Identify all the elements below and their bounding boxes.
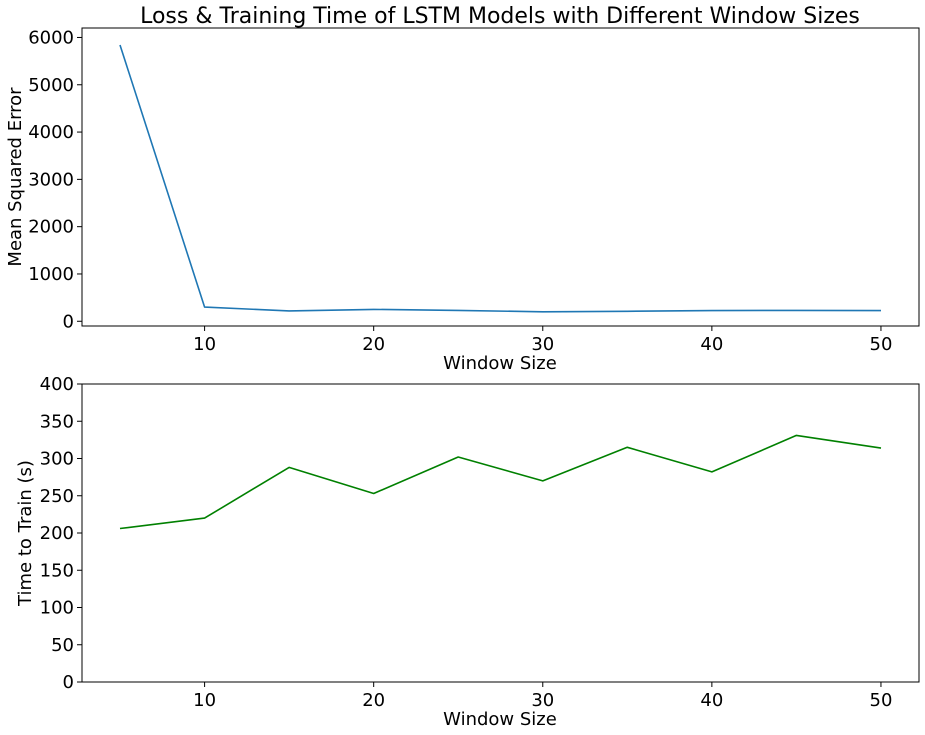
time-series-line	[119, 434, 882, 530]
mse-y-tick-label: 1000	[28, 264, 74, 285]
time-y-axis: 0 50 100 150 200 250 300 350 400	[40, 374, 82, 693]
training-time-subplot: 10 20 30 40 50 0 50 100 150 200 250 300 350 400 Wind…	[15, 374, 920, 730]
mse-y-tick-label: 2000	[28, 217, 74, 238]
mse-y-axis-label: Mean Squared Error	[5, 87, 26, 267]
mse-subplot: 10 20 30 40 50 0 1000 2000 3000 4000 5000 6000 Win…	[5, 27, 920, 374]
mse-x-axis-label: Window Size	[443, 353, 557, 374]
mse-x-axis: 10 20 30 40 50	[193, 326, 892, 355]
mse-x-tick-label: 10	[193, 334, 216, 355]
time-y-tick-label: 250	[40, 486, 74, 507]
figure-title: Loss & Training Time of LSTM Models with…	[140, 4, 860, 29]
mse-y-tick-label: 3000	[28, 169, 74, 190]
time-x-tick-label: 30	[531, 690, 554, 711]
time-plot-area	[119, 434, 882, 530]
mse-plot-frame	[81, 27, 920, 327]
mse-y-axis: 0 1000 2000 3000 4000 5000 6000	[28, 27, 82, 332]
time-x-tick-label: 50	[870, 690, 893, 711]
mse-plot-area	[119, 44, 882, 313]
time-y-tick-label: 200	[40, 523, 74, 544]
time-y-tick-label: 150	[40, 560, 74, 581]
time-x-tick-label: 40	[700, 690, 723, 711]
mse-y-tick-label: 5000	[28, 75, 74, 96]
time-y-axis-label: Time to Train (s)	[15, 460, 36, 607]
mse-x-tick-label: 20	[362, 334, 385, 355]
mse-y-tick-label: 0	[63, 311, 74, 332]
mse-y-tick-label: 4000	[28, 122, 74, 143]
time-y-tick-label: 50	[51, 635, 74, 656]
mse-x-tick-label: 30	[531, 334, 554, 355]
mse-x-tick-label: 50	[870, 334, 893, 355]
mse-x-tick-label: 40	[700, 334, 723, 355]
time-x-tick-label: 20	[362, 690, 385, 711]
time-x-axis-label: Window Size	[443, 709, 557, 730]
time-x-tick-label: 10	[193, 690, 216, 711]
time-plot-frame	[81, 383, 920, 683]
time-x-axis: 10 20 30 40 50	[193, 682, 892, 711]
mse-y-tick-label: 6000	[28, 27, 74, 48]
mse-series-line	[119, 44, 882, 313]
time-y-tick-label: 400	[40, 374, 74, 395]
time-y-tick-label: 350	[40, 411, 74, 432]
time-y-tick-label: 100	[40, 598, 74, 619]
time-y-tick-label: 300	[40, 449, 74, 470]
time-y-tick-label: 0	[63, 672, 74, 693]
